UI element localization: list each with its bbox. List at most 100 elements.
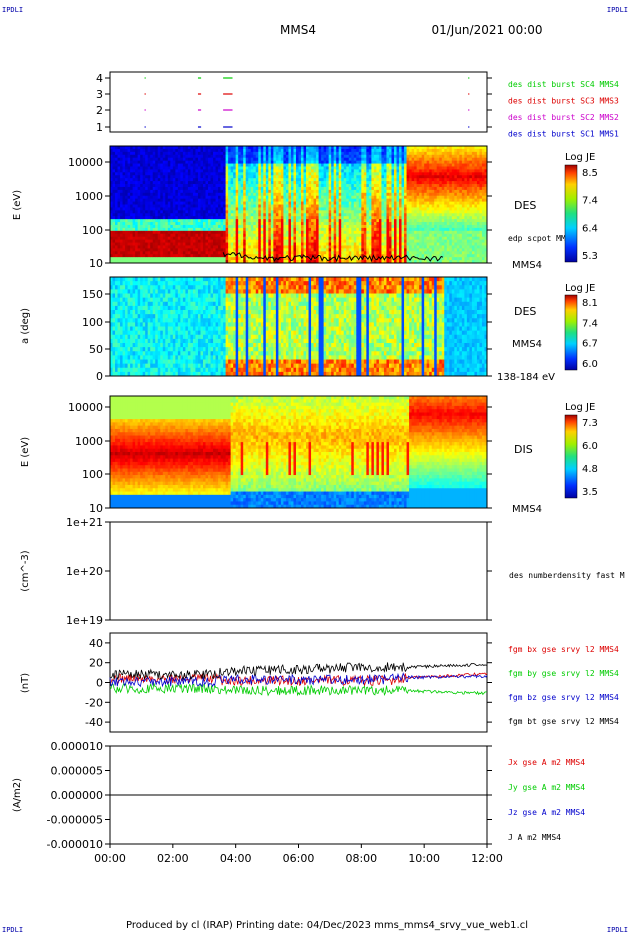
- des-energy-cell: [280, 210, 284, 214]
- des-energy-cell: [416, 148, 420, 153]
- des-energy-cell: [253, 219, 257, 223]
- des-energy-cell: [170, 254, 174, 258]
- des-energy-cell: [258, 227, 262, 232]
- des-energy-cell: [145, 163, 149, 167]
- des-energy-cell: [361, 233, 365, 238]
- des-energy-cell: [117, 204, 121, 208]
- des-energy-cell: [306, 192, 309, 197]
- des-energy-cell: [230, 195, 234, 200]
- des-energy-cell: [265, 201, 269, 205]
- des-energy-cell: [162, 227, 166, 232]
- des-energy-cell: [363, 154, 367, 159]
- des-energy-cell: [230, 181, 234, 185]
- des-energy-cell: [233, 148, 237, 153]
- des-energy-cell: [195, 230, 199, 235]
- des-energy-cell: [243, 198, 247, 202]
- des-energy-cell: [313, 195, 317, 200]
- des-energy-cell: [147, 233, 151, 238]
- des-energy-cell: [187, 210, 191, 214]
- des-energy-cell: [285, 207, 289, 211]
- des-energy-cell: [394, 189, 397, 194]
- des-energy-cell: [356, 245, 360, 249]
- des-energy-cell: [162, 245, 166, 249]
- des-energy-cell: [177, 207, 181, 211]
- des-energy-cell: [383, 251, 387, 255]
- des-energy-cell: [295, 201, 299, 205]
- des-energy-cell: [165, 160, 169, 164]
- des-energy-cell: [243, 181, 247, 185]
- des-energy-cell: [308, 239, 312, 243]
- des-energy-cell: [351, 175, 355, 179]
- des-energy-cell: [333, 222, 337, 226]
- des-energy-cell: [323, 260, 327, 264]
- des-energy-cell: [306, 163, 309, 167]
- des-energy-cell: [399, 254, 402, 258]
- des-energy-cell: [270, 227, 274, 232]
- des-energy-cell: [263, 181, 267, 185]
- des-energy-cell: [167, 219, 171, 223]
- des-energy-cell: [301, 242, 304, 246]
- des-energy-cell: [218, 181, 221, 185]
- des-energy-cell: [192, 254, 196, 258]
- des-energy-cell: [301, 251, 304, 255]
- des-energy-cell: [258, 242, 262, 246]
- des-energy-cell: [192, 227, 196, 232]
- des-energy-cell: [416, 151, 420, 156]
- des-energy-cell: [170, 230, 174, 235]
- des-energy-cell: [253, 245, 257, 249]
- des-energy-cell: [233, 227, 237, 232]
- des-energy-cell: [363, 163, 367, 167]
- des-energy-cell: [258, 236, 262, 240]
- des-energy-cell: [356, 239, 360, 243]
- des-energy-cell: [404, 222, 407, 226]
- des-energy-cell: [288, 254, 292, 258]
- des-energy-cell: [386, 192, 390, 197]
- des-energy-cell: [187, 207, 191, 211]
- des-energy-cell: [331, 172, 335, 176]
- des-energy-cell: [185, 245, 189, 249]
- des-energy-cell: [331, 207, 335, 211]
- des-energy-cell: [192, 248, 196, 252]
- des-energy-cell: [298, 195, 302, 200]
- des-energy-cell: [356, 189, 360, 194]
- des-energy-cell: [316, 154, 319, 159]
- des-energy-cell: [218, 198, 221, 202]
- des-energy-cell: [195, 154, 199, 159]
- des-energy-cell: [120, 222, 123, 226]
- des-energy-cell: [132, 146, 136, 150]
- des-energy-cell: [110, 160, 113, 164]
- des-energy-cell: [351, 213, 355, 217]
- des-energy-cell: [182, 186, 186, 191]
- des-energy-cell: [223, 201, 227, 205]
- des-energy-cell: [301, 184, 304, 188]
- des-energy-cell: [172, 248, 176, 252]
- des-energy-cell: [195, 146, 199, 150]
- des-energy-cell: [356, 192, 360, 197]
- des-energy-cell: [316, 189, 319, 194]
- des-energy-cell: [331, 257, 335, 261]
- des-energy-cell: [363, 210, 367, 214]
- des-energy-cell: [346, 251, 350, 255]
- des-energy-cell: [298, 224, 302, 229]
- des-energy-cell: [265, 172, 269, 176]
- des-energy-cell: [142, 260, 146, 264]
- des-energy-cell: [376, 213, 380, 217]
- des-energy-cell: [275, 146, 279, 150]
- des-energy-cell: [270, 224, 274, 229]
- des-energy-cell: [213, 219, 216, 223]
- des-energy-cell: [318, 245, 322, 249]
- des-energy-cell: [135, 251, 139, 255]
- des-energy-cell: [235, 151, 239, 156]
- des-energy-cell: [147, 157, 151, 162]
- des-energy-cell: [225, 222, 229, 226]
- des-energy-cell: [225, 175, 229, 179]
- des-energy-cell: [343, 181, 347, 185]
- des-energy-cell: [195, 198, 199, 202]
- des-energy-cell: [162, 222, 166, 226]
- des-energy-cell: [210, 236, 214, 240]
- des-energy-cell: [371, 213, 375, 217]
- des-energy-cell: [351, 169, 355, 173]
- des-energy-cell: [110, 230, 113, 235]
- des-energy-cell: [185, 169, 189, 173]
- des-energy-cell: [404, 251, 407, 255]
